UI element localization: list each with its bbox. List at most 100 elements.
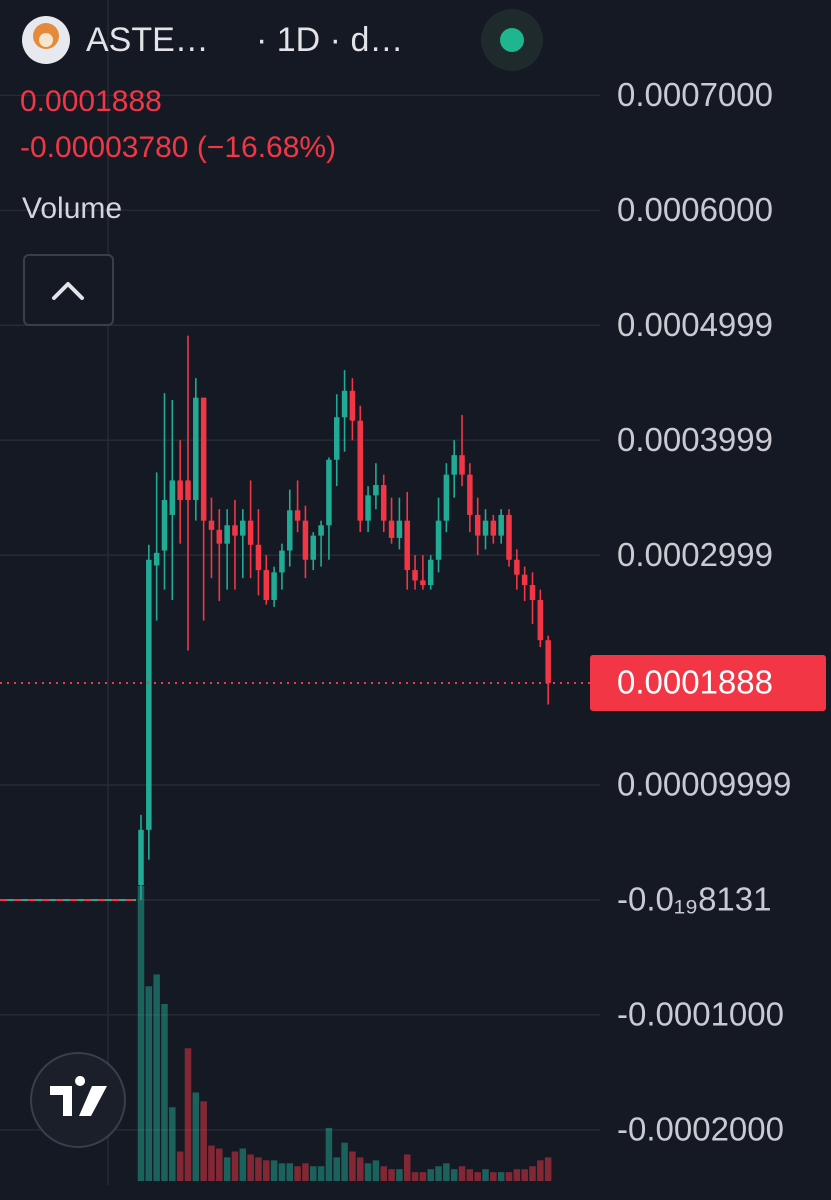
- candle-body: [240, 520, 246, 536]
- volume-bar: [192, 1092, 200, 1181]
- volume-bar: [247, 1154, 254, 1181]
- volume-title: Volume: [22, 192, 122, 225]
- volume-bar: [239, 1148, 247, 1181]
- volume-bar: [137, 886, 145, 1181]
- volume-bar: [474, 1172, 481, 1181]
- candle-body: [341, 390, 348, 418]
- collapse-button[interactable]: [23, 254, 114, 326]
- volume-bar: [364, 1163, 372, 1181]
- interval[interactable]: · 1D · d…: [256, 21, 403, 59]
- volume-bar: [184, 1048, 192, 1181]
- volume-bar: [388, 1169, 395, 1181]
- candle-body: [545, 640, 551, 683]
- candle-body: [420, 580, 426, 586]
- volume-bar: [450, 1169, 458, 1181]
- candle-body: [177, 480, 183, 500]
- volume-bar: [310, 1166, 317, 1181]
- candle-body: [263, 570, 270, 600]
- candle-body: [514, 559, 520, 575]
- volume-bar: [216, 1148, 223, 1181]
- candle-body: [349, 390, 356, 421]
- candle-body: [279, 550, 285, 573]
- candle-body: [146, 559, 152, 830]
- logo-muzzle: [39, 33, 53, 47]
- candle-body: [435, 520, 442, 560]
- price-change: -0.00003780 (−16.68%): [20, 131, 336, 164]
- candle-body: [380, 485, 387, 521]
- axis-labels: 0.0007000 0.0006000 0.0004999 0.0003999 0.00…: [617, 76, 791, 1147]
- candle-body: [412, 570, 418, 581]
- candle-body: [153, 552, 160, 566]
- price: 0.0001888: [20, 85, 162, 118]
- volume-bar: [427, 1169, 434, 1181]
- volume-bar: [223, 1157, 231, 1181]
- volume-bar: [145, 986, 153, 1181]
- volume-bar: [270, 1160, 278, 1181]
- chevron-up-icon: [52, 282, 84, 300]
- volume-bar: [231, 1151, 239, 1181]
- last-price-label: 0.0001888: [617, 664, 773, 701]
- volume-bar: [435, 1166, 442, 1181]
- status-dot: [500, 28, 524, 52]
- volume-bar: [333, 1157, 340, 1181]
- candle-body: [467, 474, 473, 515]
- candle-body: [255, 544, 262, 571]
- y-tick-label: 0.0007000: [617, 76, 773, 113]
- candle-body: [193, 397, 199, 500]
- volume-bar: [372, 1160, 380, 1181]
- y-tick-label: 0.0003999: [617, 421, 773, 458]
- y-tick-label: -0.0002000: [617, 1111, 784, 1148]
- candle-body: [443, 474, 450, 521]
- y-tick-label: 0.0002999: [617, 536, 773, 573]
- volume-bar: [286, 1163, 294, 1181]
- volume-bar: [466, 1169, 474, 1181]
- candle-body: [232, 525, 238, 536]
- volume-bar: [521, 1169, 528, 1181]
- y-tick-label: 0.00009999: [617, 766, 791, 803]
- candle-body: [357, 420, 363, 521]
- volume-bar: [341, 1142, 348, 1181]
- tradingview-logo[interactable]: [30, 1052, 126, 1148]
- candle-body: [474, 514, 481, 536]
- candle-body: [294, 510, 301, 521]
- candle-body: [185, 480, 191, 500]
- volume-bar: [513, 1169, 521, 1181]
- candle-body: [169, 480, 176, 515]
- y-tick-label: -0.0001000: [617, 996, 784, 1033]
- candle-body: [287, 510, 293, 551]
- volume-bar: [349, 1151, 356, 1181]
- candle-body: [224, 525, 230, 544]
- volume-bar: [490, 1172, 497, 1181]
- candle-body: [490, 520, 497, 536]
- volume-bar: [176, 1151, 184, 1181]
- candle-body: [427, 559, 434, 586]
- volume-bar: [537, 1160, 544, 1181]
- symbol[interactable]: ASTE…: [86, 21, 209, 59]
- candle-body: [404, 520, 410, 571]
- volume-bar: [380, 1166, 387, 1181]
- candle-body: [247, 520, 254, 545]
- volume-bar: [169, 1107, 176, 1181]
- volume-bar: [411, 1172, 419, 1181]
- last-price-tag: [590, 654, 826, 711]
- y-tick-label: 0.0004999: [617, 306, 773, 343]
- last-price: 0.0001888: [0, 654, 826, 711]
- volume-bar: [419, 1172, 427, 1181]
- candle-body: [216, 529, 223, 544]
- volume-bar: [482, 1169, 489, 1181]
- candle-body: [529, 585, 536, 600]
- candle-body: [388, 520, 395, 538]
- volume-bar: [505, 1172, 513, 1181]
- candle-body: [396, 520, 403, 538]
- candle-body: [161, 499, 168, 551]
- volume-bar: [529, 1166, 536, 1181]
- candle-body: [506, 514, 512, 560]
- candle-body: [451, 455, 457, 475]
- candle-body: [459, 455, 465, 475]
- candle-body: [138, 829, 144, 886]
- candle-body: [318, 525, 324, 536]
- volume-bar: [153, 974, 160, 1181]
- volume-bar: [356, 1157, 364, 1181]
- candle-body: [537, 599, 544, 641]
